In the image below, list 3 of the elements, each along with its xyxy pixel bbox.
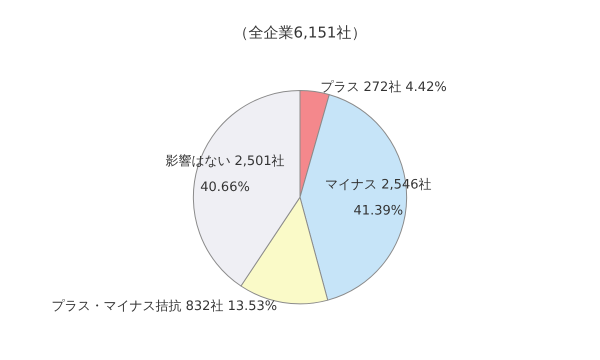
slice-label: プラス 272社 4.42%: [320, 80, 447, 96]
slice-label: プラス・マイナス拮抗 832社 13.53%: [52, 298, 278, 314]
chart-title: （全企業6,151社）: [234, 24, 366, 42]
